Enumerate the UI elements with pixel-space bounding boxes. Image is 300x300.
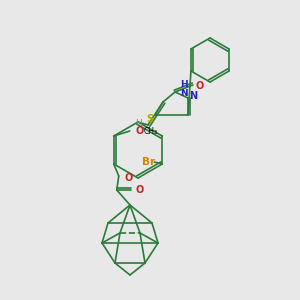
Text: H
N: H N	[180, 80, 187, 98]
Text: O: O	[125, 173, 133, 183]
Text: O: O	[195, 81, 203, 91]
Text: H: H	[135, 119, 141, 128]
Text: N: N	[189, 91, 197, 101]
Text: Br: Br	[142, 157, 155, 167]
Text: O: O	[136, 126, 144, 136]
Text: O: O	[136, 185, 144, 195]
Text: CH₃: CH₃	[144, 127, 158, 136]
Text: S: S	[146, 114, 154, 124]
